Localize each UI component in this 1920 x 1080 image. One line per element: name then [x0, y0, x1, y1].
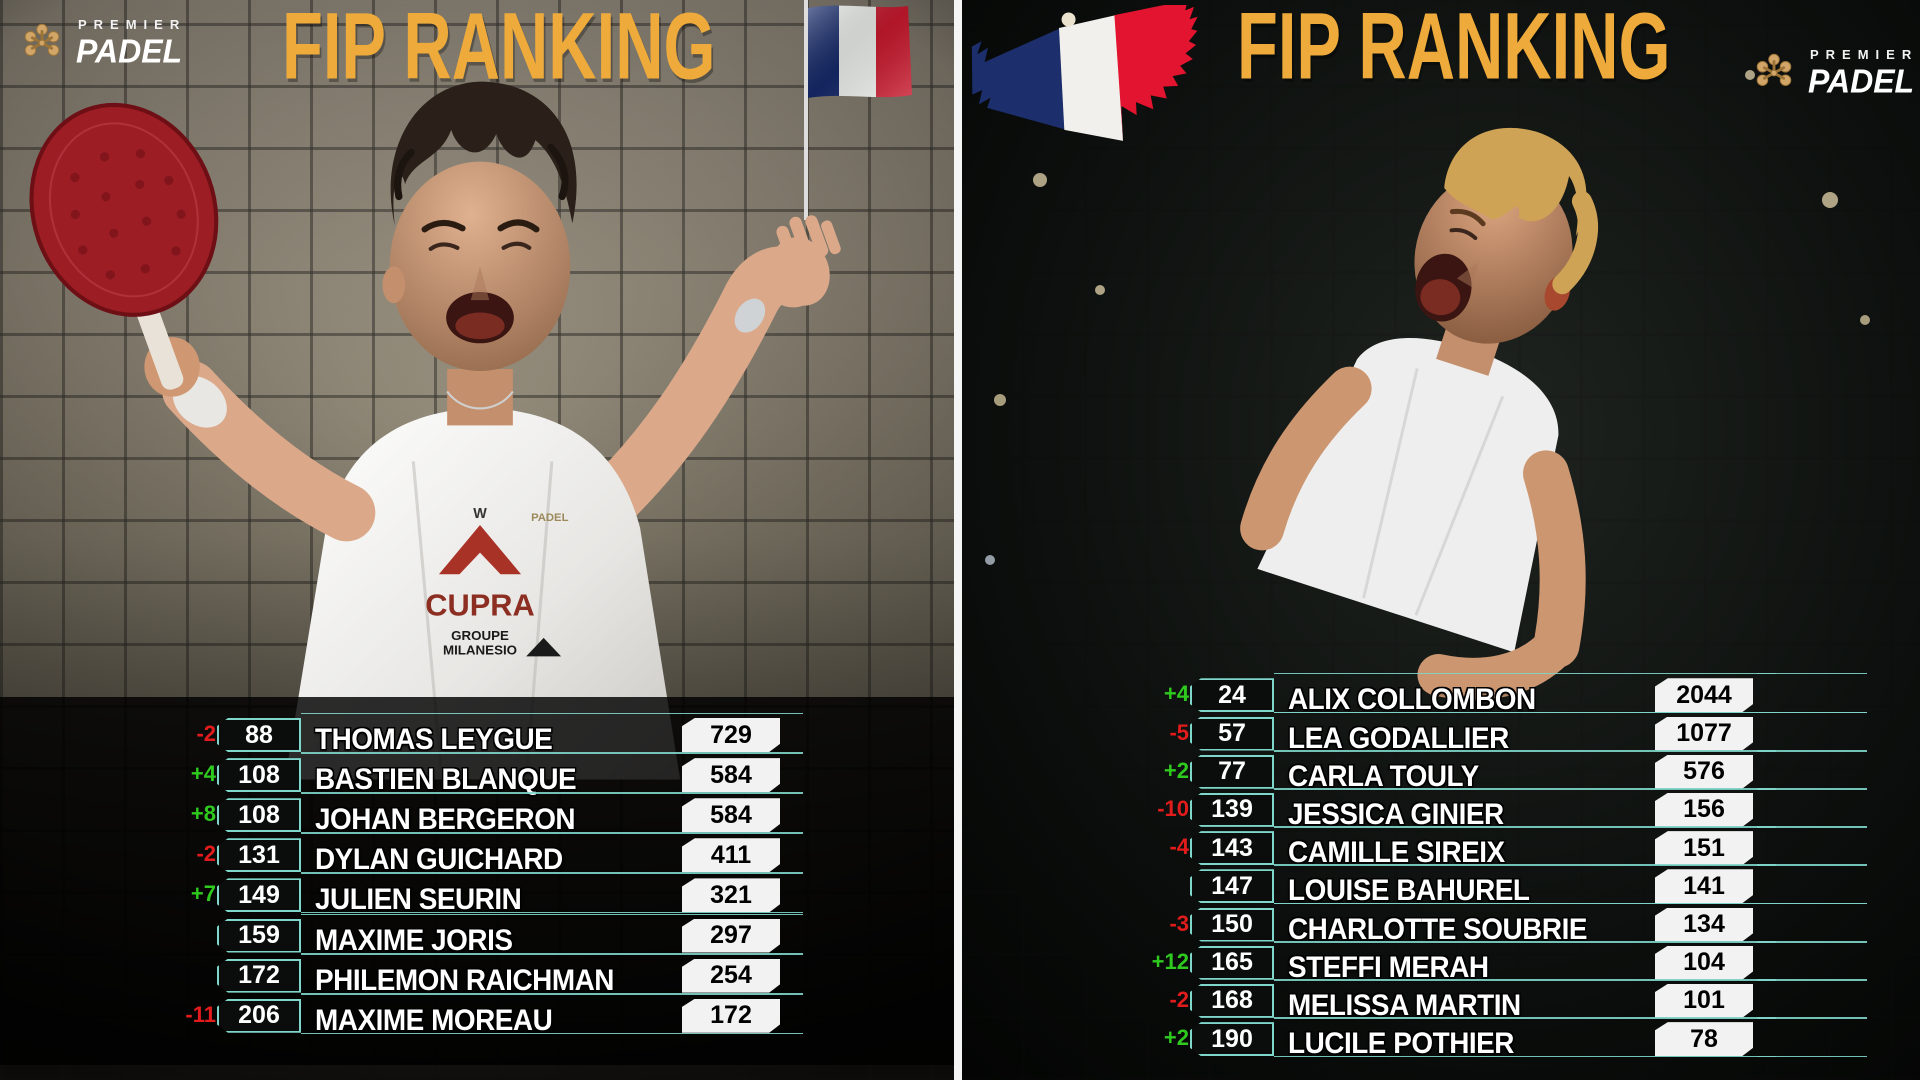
svg-text:W: W: [473, 506, 487, 522]
svg-text:GROUPE: GROUPE: [451, 628, 509, 643]
svg-text:MILANESIO: MILANESIO: [443, 642, 517, 657]
svg-text:PADEL: PADEL: [531, 512, 568, 524]
svg-text:CUPRA: CUPRA: [425, 587, 534, 622]
